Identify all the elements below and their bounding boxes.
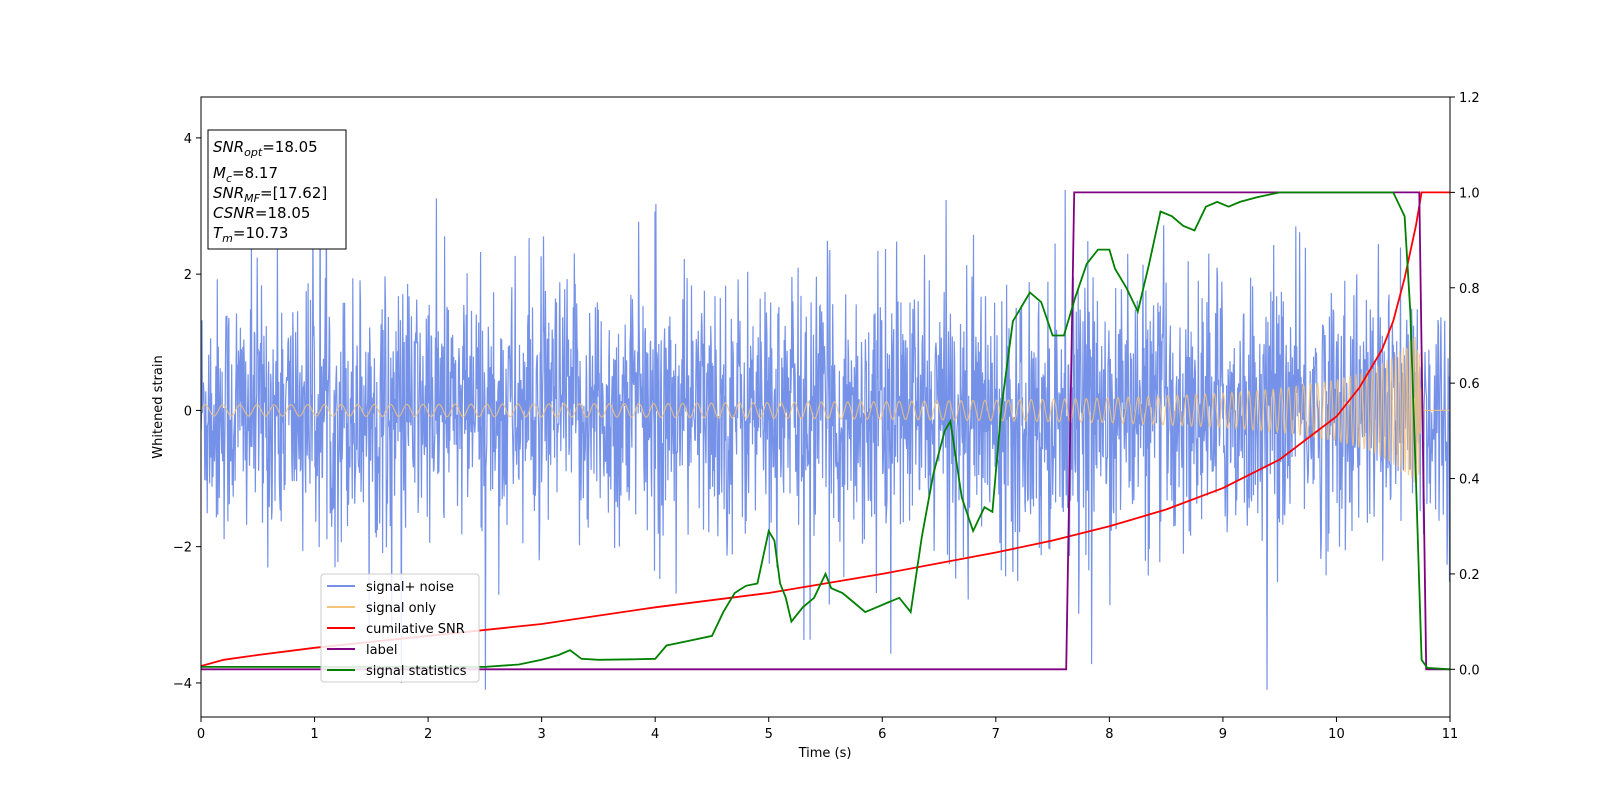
x-tick-label: 7: [992, 727, 1000, 742]
x-tick-label: 6: [878, 727, 886, 742]
svg-text:cumilative SNR: cumilative SNR: [366, 622, 465, 637]
x-tick-label: 8: [1105, 727, 1113, 742]
svg-text:signal statistics: signal statistics: [366, 664, 467, 679]
y2-tick-label: 0.4: [1459, 473, 1480, 488]
legend-item-signal-noise: signal+ noise: [327, 580, 454, 595]
y2-tick-label: 0.6: [1459, 377, 1480, 392]
x-tick-label: 0: [197, 727, 205, 742]
svg-text:signal only: signal only: [366, 601, 436, 616]
x-axis-label: Time (s): [798, 746, 852, 761]
x-tick-label: 1: [310, 727, 318, 742]
legend-item-signal-only: signal only: [327, 601, 436, 616]
x-axis: 0 1 2 3 4 5 6 7 8 9 10 11: [197, 717, 1458, 742]
info-snr-opt: SNRopt=18.05: [213, 138, 318, 159]
x-tick-label: 11: [1442, 727, 1459, 742]
svg-text:signal+ noise: signal+ noise: [366, 580, 454, 595]
info-tm: Tm=10.73: [213, 224, 288, 245]
x-tick-label: 3: [537, 727, 545, 742]
info-csnr: CSNR=18.05: [213, 204, 310, 222]
x-tick-label: 4: [651, 727, 659, 742]
y-tick-label: −4: [173, 677, 192, 692]
y-tick-label: 4: [184, 132, 192, 147]
legend-item-signal-statistics: signal statistics: [327, 664, 467, 679]
info-snr-mf: SNRMF=[17.62]: [213, 184, 327, 205]
plot-frame: [200, 96, 1451, 718]
info-box: SNRopt=18.05 Mc=8.17 SNRMF=[17.62] CSNR=…: [207, 129, 347, 250]
signal-statistics-line: [201, 191, 1450, 671]
label-line: [201, 191, 1450, 671]
legend: signal+ noise signal only cumilative SNR…: [320, 573, 480, 683]
series-signal-only: [201, 336, 1450, 484]
y-tick-label: −2: [173, 541, 192, 556]
y2-tick-label: 1.2: [1459, 91, 1480, 106]
y-axis-right: 0.0 0.2 0.4 0.6 0.8 1.0 1.2: [1450, 91, 1480, 678]
signal-noise-line: [201, 152, 1450, 690]
y2-tick-label: 1.0: [1459, 186, 1480, 201]
x-tick-label: 10: [1328, 727, 1345, 742]
series-signal-noise: [201, 152, 1450, 690]
x-tick-label: 9: [1219, 727, 1227, 742]
legend-item-label: label: [327, 643, 397, 658]
y-axis-left: −4 −2 0 2 4: [173, 132, 201, 692]
y2-tick-label: 0.2: [1459, 568, 1480, 583]
y2-tick-label: 0.8: [1459, 282, 1480, 297]
legend-item-cumulative-snr: cumilative SNR: [327, 622, 465, 637]
info-mc: Mc=8.17: [213, 164, 278, 185]
svg-text:label: label: [366, 643, 397, 658]
signal-only-line: [201, 336, 1450, 484]
y-tick-label: 2: [184, 268, 192, 283]
y2-tick-label: 0.0: [1459, 663, 1480, 678]
y-axis-label: Whitened strain: [151, 355, 166, 458]
y-tick-label: 0: [184, 404, 192, 419]
x-tick-label: 2: [424, 727, 432, 742]
x-tick-label: 5: [765, 727, 773, 742]
